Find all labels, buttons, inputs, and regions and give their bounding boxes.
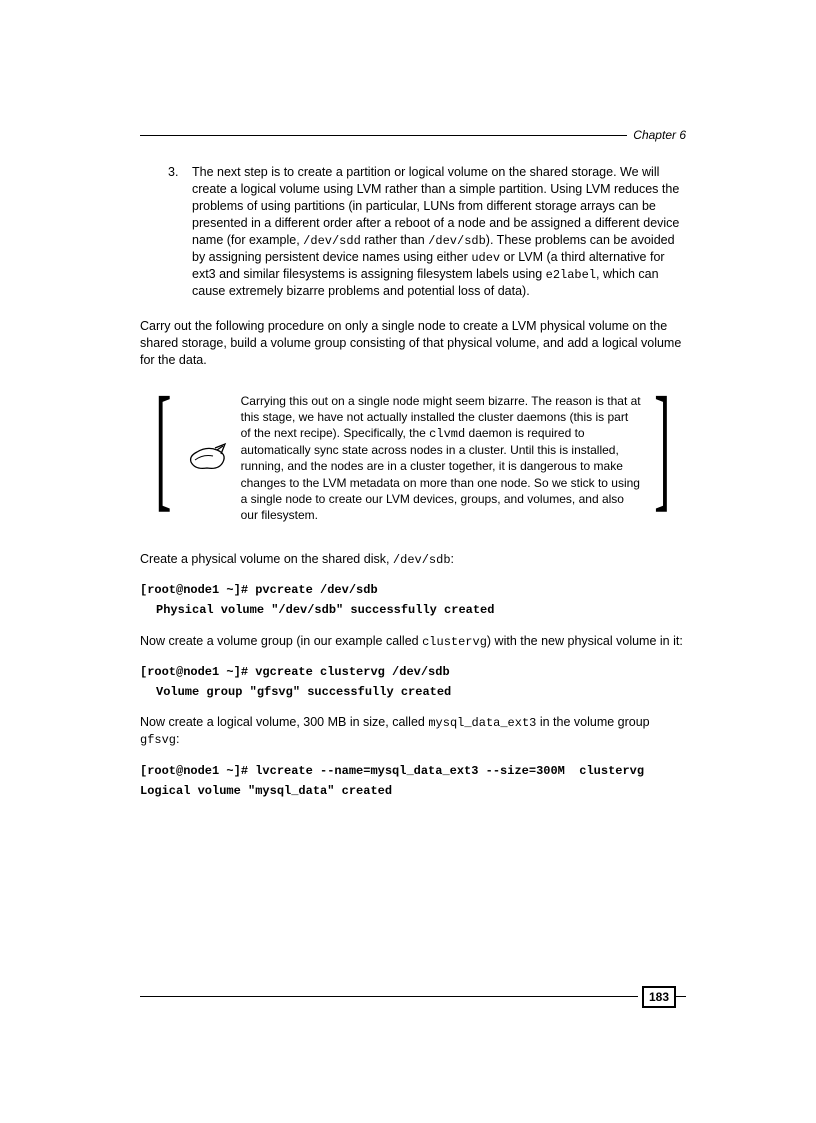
code-e2label: e2label (546, 268, 596, 282)
list-number: 3. (168, 164, 192, 300)
code-gfsvg: gfsvg (140, 733, 176, 747)
code-udev: udev (471, 251, 500, 265)
note-text: Carrying this out on a single node might… (241, 393, 642, 524)
pvcreate-intro: Create a physical volume on the shared d… (140, 551, 686, 568)
page: Chapter 6 3. The next step is to create … (0, 0, 816, 1123)
code-clustervg: clustervg (422, 635, 487, 649)
vgcreate-out: Volume group "gfsvg" successfully create… (156, 684, 686, 700)
paragraph-intro: Carry out the following procedure on onl… (140, 318, 686, 369)
list-text-2: rather than (361, 233, 428, 247)
note-content: Carrying this out on a single node might… (179, 387, 648, 530)
lvcreate-intro-2: in the volume group (536, 715, 649, 729)
list-item-3: 3. The next step is to create a partitio… (140, 164, 686, 300)
footer-rule-tail (676, 996, 686, 997)
code-mysql-data-ext3: mysql_data_ext3 (428, 716, 536, 730)
bracket-right: ] (655, 387, 671, 530)
lvcreate-intro-1: Now create a logical volume, 300 MB in s… (140, 715, 428, 729)
list-body: The next step is to create a partition o… (192, 164, 686, 300)
code-dev-sdd: /dev/sdd (303, 234, 361, 248)
pvcreate-intro-1: Create a physical volume on the shared d… (140, 552, 393, 566)
footer-rule (140, 996, 638, 997)
lvcreate-intro: Now create a logical volume, 300 MB in s… (140, 714, 686, 748)
code-dev-sdb-2: /dev/sdb (393, 553, 451, 567)
lvcreate-cmd: [root@node1 ~]# lvcreate --name=mysql_da… (140, 763, 686, 779)
code-clvmd: clvmd (429, 427, 465, 441)
pvcreate-out: Physical volume "/dev/sdb" successfully … (156, 602, 686, 618)
vgcreate-cmd: [root@node1 ~]# vgcreate clustervg /dev/… (140, 664, 686, 680)
chapter-label: Chapter 6 (627, 127, 686, 143)
lvcreate-out: Logical volume "mysql_data" created (140, 783, 686, 799)
vgcreate-intro: Now create a volume group (in our exampl… (140, 633, 686, 650)
pvcreate-intro-2: : (451, 552, 454, 566)
note-box: [ Carrying this out on a single node mig… (140, 387, 686, 530)
pvcreate-cmd: [root@node1 ~]# pvcreate /dev/sdb (140, 582, 686, 598)
page-number: 183 (642, 986, 676, 1008)
vgcreate-intro-1: Now create a volume group (in our exampl… (140, 634, 422, 648)
note-icon (185, 442, 231, 474)
lvcreate-intro-3: : (176, 732, 179, 746)
bracket-left: [ (155, 387, 171, 530)
header-rule: Chapter 6 (140, 135, 686, 136)
vgcreate-intro-2: ) with the new physical volume in it: (487, 634, 683, 648)
code-dev-sdb: /dev/sdb (428, 234, 486, 248)
footer: 183 (140, 986, 686, 1008)
